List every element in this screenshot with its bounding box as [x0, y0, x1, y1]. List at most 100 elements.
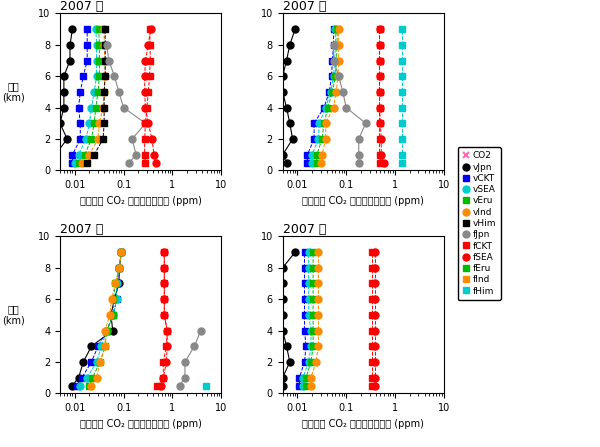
- vCKT: [77, 121, 84, 126]
- vSEA: [305, 249, 312, 255]
- vEru: [302, 375, 310, 380]
- fHim: [398, 105, 406, 110]
- vInd: [319, 152, 326, 157]
- vJpn: [56, 121, 64, 126]
- vInd: [96, 121, 103, 126]
- fSEA: [161, 249, 168, 255]
- fHim: [398, 26, 406, 32]
- fCKT: [368, 328, 375, 333]
- vSEA: [308, 152, 316, 157]
- fHim: [398, 89, 406, 95]
- vSEA: [299, 383, 307, 388]
- vEru: [110, 312, 117, 317]
- fHim: [398, 73, 406, 79]
- vEru: [310, 328, 317, 333]
- vCKT: [301, 281, 308, 286]
- Line: fJpn: fJpn: [330, 41, 369, 166]
- vJpn: [292, 249, 299, 255]
- fJpn: [176, 383, 183, 388]
- vEru: [92, 105, 100, 110]
- vSEA: [299, 375, 307, 380]
- vCKT: [328, 73, 335, 79]
- vInd: [101, 89, 108, 95]
- fCKT: [161, 249, 168, 255]
- vCKT: [94, 344, 101, 349]
- fJpn: [339, 89, 346, 95]
- Line: vSEA: vSEA: [71, 25, 100, 166]
- vInd: [313, 359, 320, 365]
- vJpn: [52, 160, 59, 165]
- Line: fCKT: fCKT: [377, 26, 383, 165]
- fCKT: [161, 312, 168, 317]
- vJpn: [75, 375, 82, 380]
- Line: vEru: vEru: [76, 26, 102, 165]
- vJpn: [279, 152, 286, 157]
- fSEA: [371, 249, 378, 255]
- vCKT: [301, 249, 308, 255]
- vJpn: [283, 105, 290, 110]
- fSEA: [377, 152, 385, 157]
- vInd: [330, 105, 337, 110]
- vCKT: [113, 296, 120, 302]
- fCKT: [142, 160, 149, 165]
- vJpn: [279, 281, 286, 286]
- fHim: [398, 160, 406, 165]
- vHim: [101, 73, 109, 79]
- fCKT: [376, 58, 383, 63]
- fCKT: [376, 26, 383, 32]
- Y-axis label: 高度
(km): 高度 (km): [2, 304, 25, 326]
- fHim: [398, 152, 406, 157]
- Line: fSEA: fSEA: [157, 249, 170, 389]
- vSEA: [330, 73, 337, 79]
- fSEA: [376, 26, 383, 32]
- fSEA: [371, 359, 378, 365]
- vCKT: [304, 152, 311, 157]
- vJpn: [289, 136, 296, 142]
- fSEA: [145, 42, 152, 47]
- vEru: [112, 281, 119, 286]
- vCKT: [83, 42, 91, 47]
- vJpn: [279, 89, 286, 95]
- vInd: [101, 26, 108, 32]
- fHim: [398, 136, 406, 142]
- vInd: [108, 296, 115, 302]
- vCKT: [69, 152, 76, 157]
- fCKT: [368, 265, 375, 270]
- vJpn: [279, 328, 286, 333]
- vInd: [315, 312, 322, 317]
- vCKT: [301, 359, 308, 365]
- vInd: [315, 249, 322, 255]
- vInd: [106, 312, 113, 317]
- Line: vHim: vHim: [85, 26, 108, 165]
- vJpn: [116, 265, 123, 270]
- vEru: [332, 73, 339, 79]
- fSEA: [141, 89, 148, 95]
- Line: vSEA: vSEA: [299, 249, 314, 389]
- vCKT: [301, 312, 308, 317]
- fJpn: [330, 42, 337, 47]
- fCKT: [146, 42, 154, 47]
- fSEA: [151, 152, 158, 157]
- vHim: [101, 105, 108, 110]
- fCKT: [368, 296, 375, 302]
- vSEA: [93, 42, 100, 47]
- Line: vJpn: vJpn: [279, 249, 299, 389]
- vInd: [112, 281, 119, 286]
- vInd: [317, 160, 324, 165]
- fCKT: [141, 136, 148, 142]
- Line: vSEA: vSEA: [308, 25, 339, 166]
- vSEA: [316, 121, 323, 126]
- vCKT: [116, 265, 123, 270]
- vSEA: [110, 312, 117, 317]
- fSEA: [164, 328, 171, 333]
- fJpn: [105, 58, 112, 63]
- vInd: [335, 58, 342, 63]
- fSEA: [376, 73, 383, 79]
- vCKT: [329, 58, 336, 63]
- vEru: [116, 265, 123, 270]
- fSEA: [380, 160, 387, 165]
- Legend: CO2, vJpn, vCKT, vSEA, vEru, vInd, vHim, fJpn, fCKT, fSEA, fEru, fInd, fHim: CO2, vJpn, vCKT, vSEA, vEru, vInd, vHim,…: [458, 147, 501, 300]
- fSEA: [142, 105, 149, 110]
- fCKT: [376, 121, 383, 126]
- fSEA: [371, 375, 378, 380]
